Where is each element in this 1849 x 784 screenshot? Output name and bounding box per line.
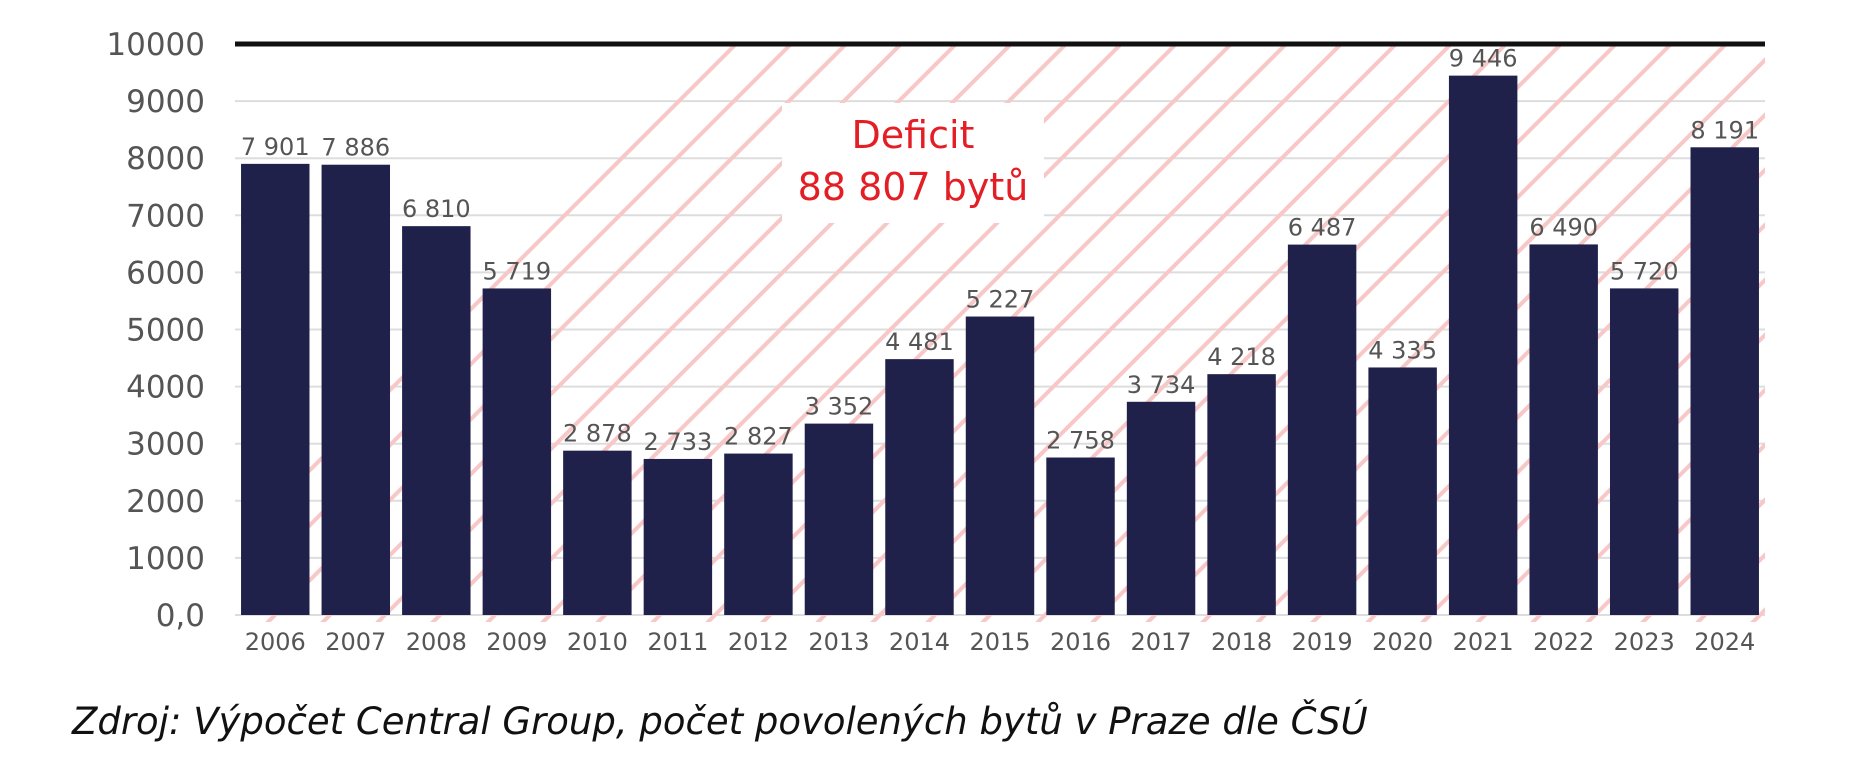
y-tick-label: 8000 (126, 141, 205, 177)
data-label: 3 352 (805, 393, 874, 421)
x-tick-label: 2022 (1533, 628, 1594, 656)
bar (804, 423, 874, 615)
bar (885, 359, 954, 615)
data-label: 3 734 (1127, 371, 1196, 399)
y-tick-label: 10000 (106, 27, 205, 63)
bar-chart: 0,0 1000 2000 3000 4000 5000 6000 7000 8000 9000 1… (106, 20, 1849, 656)
data-label: 8 191 (1690, 116, 1759, 144)
hatch-line (1790, 20, 1849, 640)
bar (1126, 401, 1196, 615)
bar (241, 163, 310, 615)
x-tick-label: 2020 (1372, 628, 1433, 656)
y-tick-label: 4000 (126, 370, 205, 406)
x-tick-label: 2009 (486, 628, 547, 656)
x-tick-label: 2023 (1614, 628, 1675, 656)
data-label: 4 335 (1368, 336, 1437, 364)
bar (1207, 374, 1276, 615)
data-label: 7 886 (321, 134, 390, 162)
y-tick-label: 6000 (126, 255, 205, 291)
x-tick-label: 2013 (808, 628, 869, 656)
source-caption: Zdroj: Výpočet Central Group, počet povo… (72, 700, 1368, 743)
data-label: 5 227 (966, 286, 1035, 314)
bar (321, 164, 391, 615)
data-label: 9 446 (1449, 45, 1518, 73)
bar (965, 316, 1035, 615)
bar (1287, 244, 1357, 616)
x-tick-label: 2024 (1694, 628, 1755, 656)
data-label: 2 827 (724, 423, 793, 451)
y-tick-label: 9000 (126, 84, 205, 120)
data-label: 2 758 (1046, 427, 1115, 455)
x-tick-label: 2011 (647, 628, 708, 656)
x-tick-label: 2021 (1453, 628, 1514, 656)
x-tick-label: 2010 (567, 628, 628, 656)
data-label: 6 487 (1288, 214, 1357, 242)
data-label: 6 810 (402, 195, 471, 223)
y-tick-label: 3000 (126, 427, 205, 463)
bar (482, 288, 552, 615)
data-label: 5 720 (1610, 257, 1679, 285)
x-tick-label: 2019 (1292, 628, 1353, 656)
x-tick-label: 2015 (969, 628, 1030, 656)
x-tick-label: 2016 (1050, 628, 1111, 656)
bar (1690, 147, 1759, 616)
data-labels: 7 901 7 886 6 810 5 719 2 878 2 733 2 827 3 352… (241, 45, 1759, 456)
data-label: 7 901 (241, 133, 310, 161)
y-tick-label: 5000 (126, 313, 205, 349)
y-tick-label: 1000 (126, 541, 205, 577)
bar (1046, 457, 1115, 615)
x-tick-label: 2018 (1211, 628, 1272, 656)
bar (563, 450, 632, 615)
data-label: 6 490 (1529, 213, 1598, 241)
data-label: 2 733 (644, 428, 713, 456)
bar (402, 226, 471, 616)
bar (724, 453, 793, 615)
hatch-line (870, 44, 1454, 622)
y-tick-label: 0,0 (156, 598, 205, 634)
bar (1368, 367, 1437, 615)
bar (643, 458, 713, 615)
y-tick-label: 2000 (126, 484, 205, 520)
bars (241, 75, 1759, 616)
x-tick-label: 2008 (406, 628, 467, 656)
annotation-background (782, 103, 1044, 223)
data-label: 4 218 (1207, 343, 1276, 371)
data-label: 5 719 (482, 257, 551, 285)
x-axis-ticks: 2006 2007 2008 2009 2010 2011 2012 2013 2014 2015… (245, 628, 1756, 656)
data-label: 4 481 (885, 328, 954, 356)
x-tick-label: 2014 (889, 628, 950, 656)
deficit-annotation-line2: 88 807 bytů (798, 165, 1029, 209)
bar (1609, 288, 1679, 615)
hatch-line (1845, 20, 1849, 640)
y-axis-ticks: 0,0 1000 2000 3000 4000 5000 6000 7000 8000 9000 1… (106, 27, 205, 634)
bar (1529, 244, 1598, 615)
x-tick-label: 2006 (245, 628, 306, 656)
x-tick-label: 2007 (325, 628, 386, 656)
y-tick-label: 7000 (126, 198, 205, 234)
data-label: 2 878 (563, 420, 632, 448)
x-tick-label: 2017 (1131, 628, 1192, 656)
x-tick-label: 2012 (728, 628, 789, 656)
deficit-annotation-line1: Deficit (852, 113, 975, 157)
bar (1448, 75, 1518, 615)
